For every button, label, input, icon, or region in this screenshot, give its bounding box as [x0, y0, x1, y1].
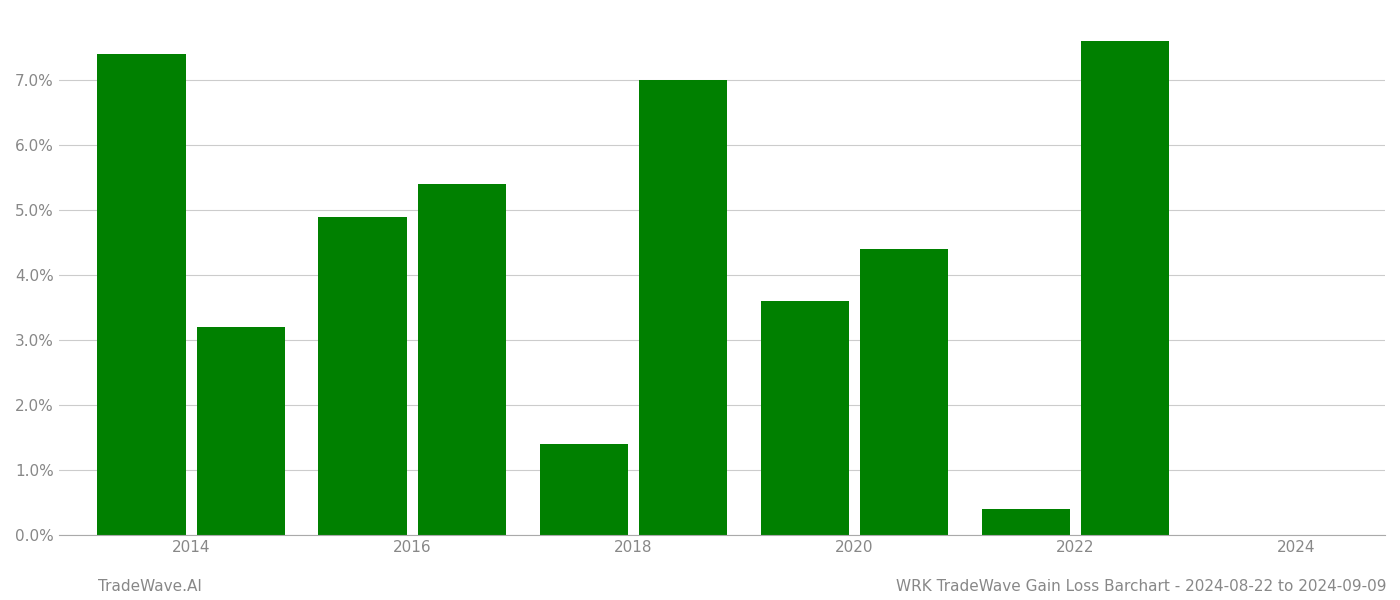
Bar — [197, 327, 286, 535]
Bar — [419, 184, 507, 535]
Bar — [860, 249, 948, 535]
Bar — [318, 217, 407, 535]
Bar — [539, 444, 629, 535]
Text: TradeWave.AI: TradeWave.AI — [98, 579, 202, 594]
Bar — [760, 301, 848, 535]
Bar — [638, 80, 728, 535]
Bar — [98, 54, 186, 535]
Bar — [981, 509, 1070, 535]
Text: WRK TradeWave Gain Loss Barchart - 2024-08-22 to 2024-09-09: WRK TradeWave Gain Loss Barchart - 2024-… — [896, 579, 1386, 594]
Bar — [1081, 41, 1169, 535]
